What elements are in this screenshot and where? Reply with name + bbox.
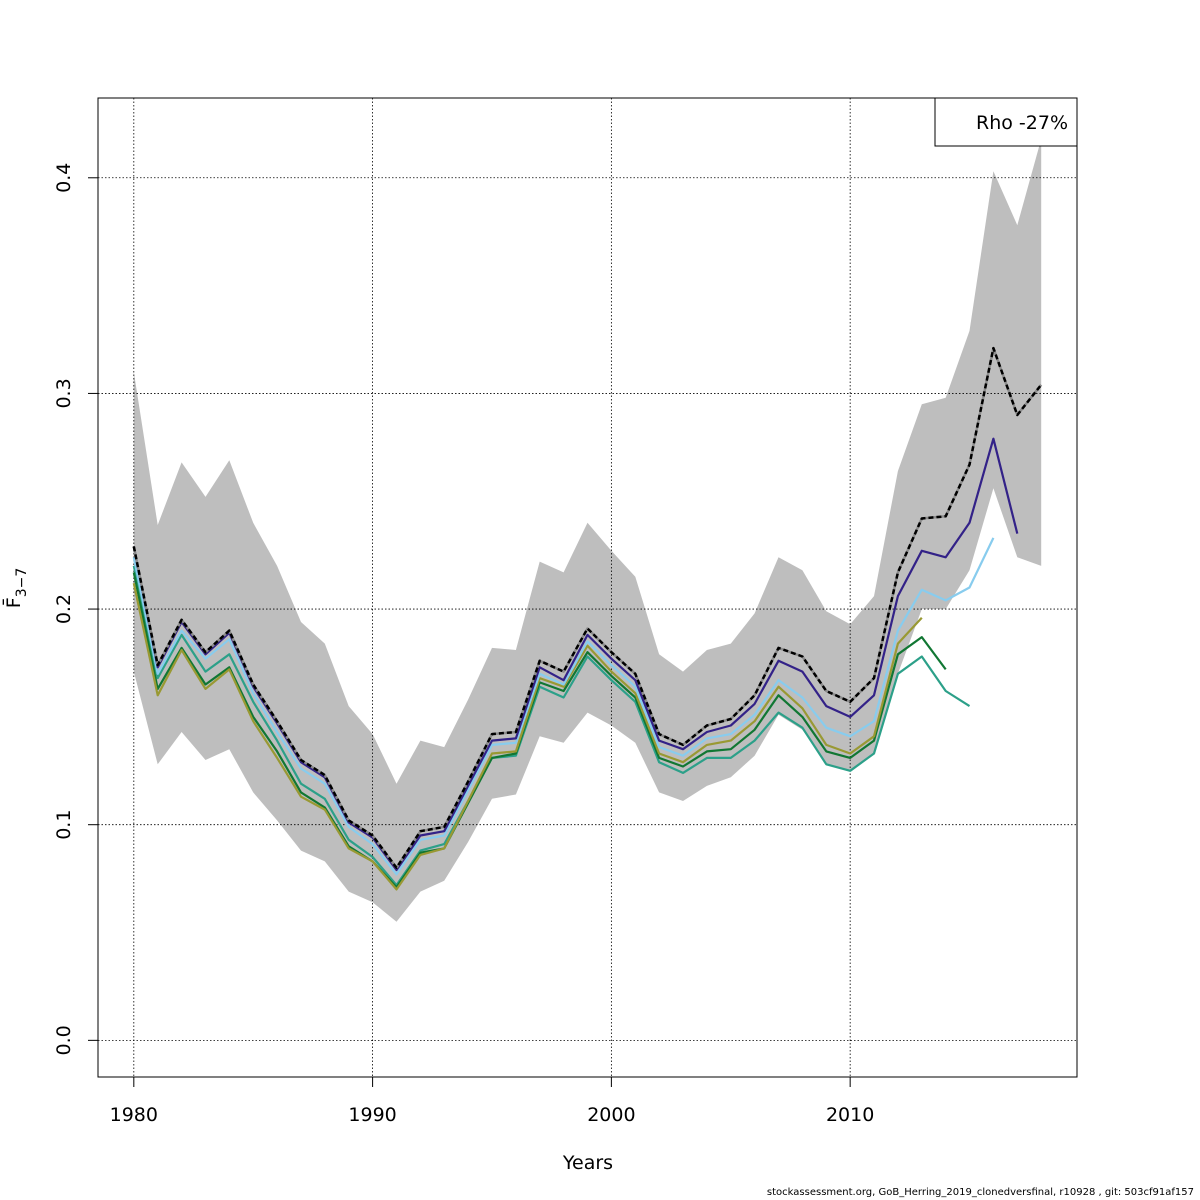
y-tick-label: 0.4 [53, 163, 75, 193]
footer-credit: stockassessment.org, GoB_Herring_2019_cl… [766, 1187, 1194, 1198]
grid [98, 98, 1077, 1077]
series-line-0 [132, 565, 971, 887]
y-tick-label: 0.1 [53, 810, 75, 840]
series-line-1 [132, 572, 947, 889]
series-line-5 [132, 346, 1043, 870]
confidence-band-area [133, 139, 1042, 922]
series-lines [132, 346, 1043, 891]
confidence-band [133, 139, 1042, 922]
x-tick-label: 2010 [826, 1104, 874, 1126]
series-line-3 [132, 537, 995, 876]
y-tick-label: 0.2 [53, 594, 75, 624]
x-axis: 1980 1990 2000 2010 [110, 1076, 874, 1126]
y-axis: 0.0 0.1 0.2 0.3 0.4 [53, 163, 99, 1055]
y-tick-label: 0.3 [53, 378, 75, 408]
y-axis-label-main: F̄ [1, 597, 25, 608]
legend-text: Rho -27% [976, 112, 1068, 134]
y-tick-label: 0.0 [53, 1025, 75, 1055]
legend: Rho -27% [934, 97, 1078, 147]
x-tick-label: 2000 [587, 1104, 635, 1126]
x-axis-label: Years [562, 1152, 613, 1174]
x-tick-label: 1980 [110, 1104, 158, 1126]
legend-box [934, 97, 1078, 147]
series-line-2 [132, 582, 923, 891]
svg-text:F̄3−7: F̄3−7 [1, 568, 30, 608]
x-tick-label: 1990 [348, 1104, 396, 1126]
y-axis-label-subscript: 3−7 [14, 568, 30, 598]
y-axis-label: F̄3−7 [1, 568, 30, 608]
